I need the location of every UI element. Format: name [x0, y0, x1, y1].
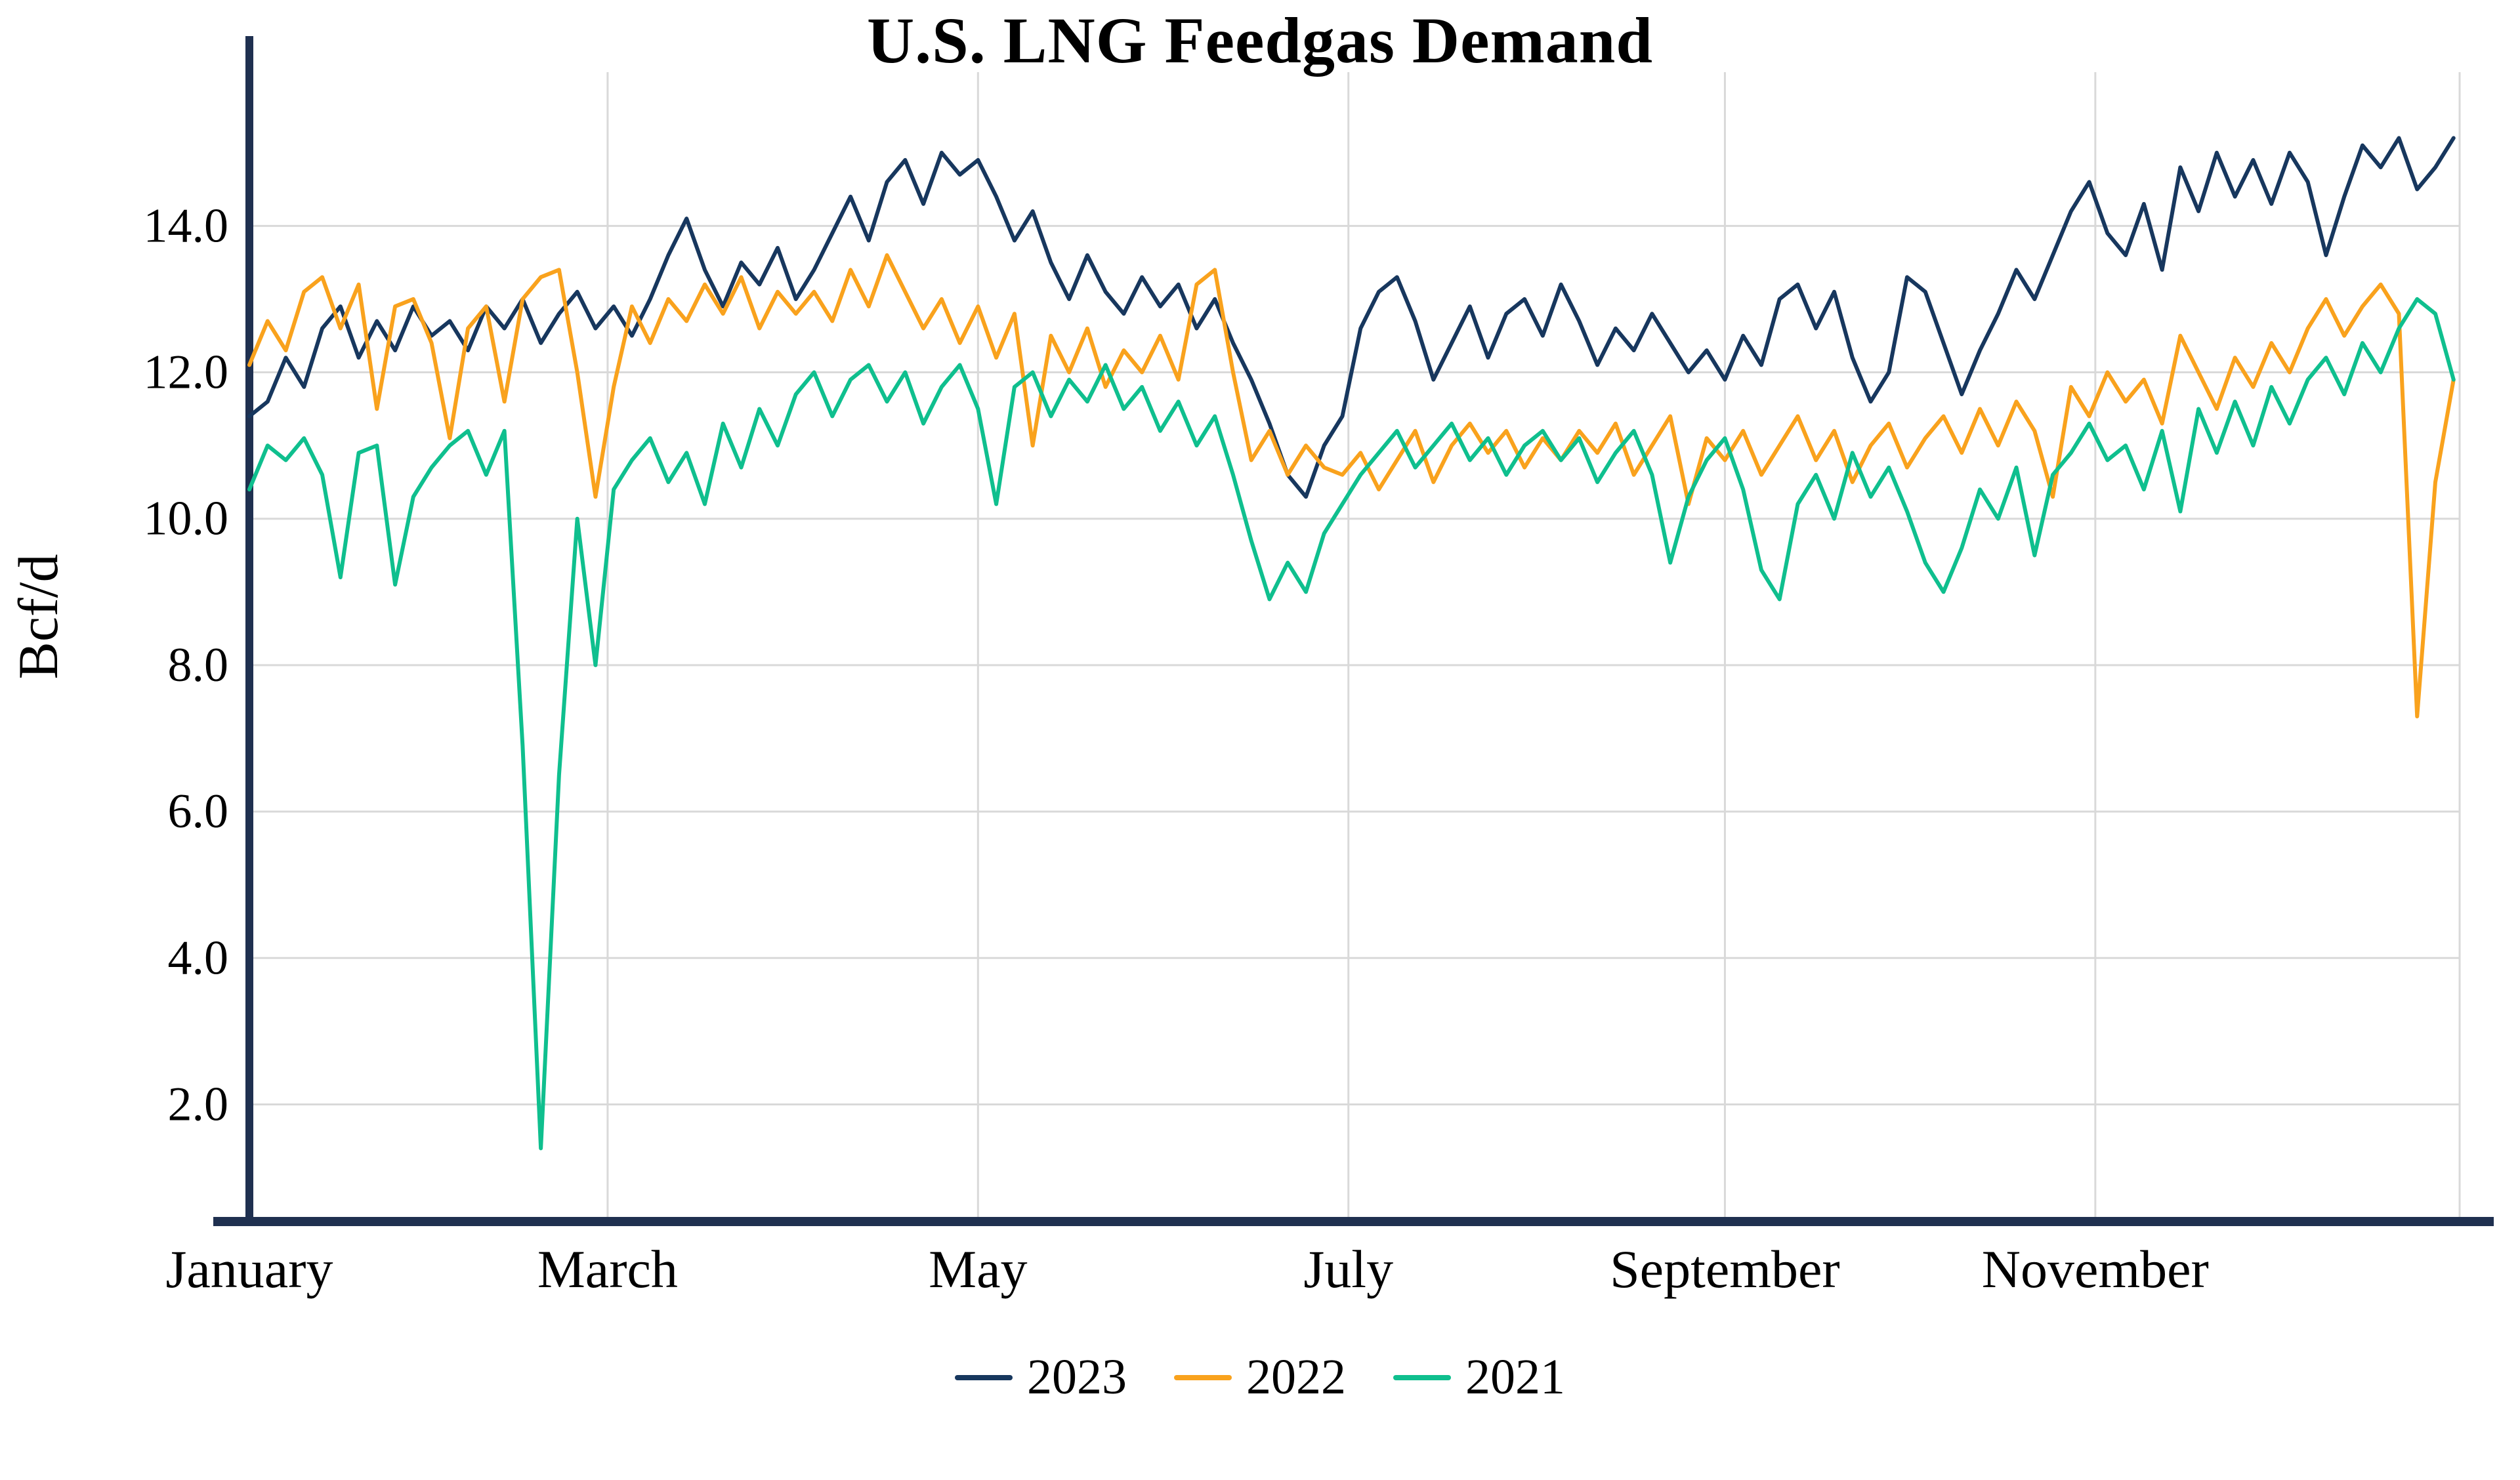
- x-tick-label: September: [1610, 1239, 1840, 1299]
- legend-swatch: [1174, 1374, 1232, 1380]
- series-line-2022: [247, 253, 2456, 719]
- legend-label: 2022: [1246, 1349, 1346, 1405]
- y-tick-label: 8.0: [168, 638, 229, 692]
- y-tick-label: 10.0: [144, 492, 229, 546]
- y-tick-label: 2.0: [168, 1077, 229, 1131]
- x-tick-label: November: [1982, 1239, 2209, 1299]
- legend-swatch: [1393, 1374, 1451, 1380]
- y-tick-label: 12.0: [144, 346, 229, 400]
- x-tick-label: July: [1303, 1239, 1393, 1299]
- legend-label: 2021: [1465, 1349, 1565, 1405]
- y-tick-label: 4.0: [168, 931, 229, 985]
- legend-item-2023: 2023: [955, 1349, 1127, 1406]
- legend-item-2022: 2022: [1174, 1349, 1346, 1406]
- chart-title: U.S. LNG Feedgas Demand: [866, 4, 1654, 77]
- y-tick-label: 6.0: [168, 785, 229, 838]
- legend-item-2021: 2021: [1393, 1349, 1565, 1406]
- series-line-2023: [247, 136, 2456, 499]
- legend-swatch: [955, 1374, 1013, 1380]
- x-tick-label: May: [929, 1239, 1027, 1299]
- legend-label: 2023: [1027, 1349, 1127, 1405]
- chart-legend: 2023 2022 2021: [0, 1349, 2520, 1406]
- x-tick-label: March: [537, 1239, 678, 1299]
- x-tick-label: January: [165, 1239, 333, 1299]
- y-tick-label: 14.0: [144, 199, 229, 253]
- series-line-2021: [247, 297, 2456, 1151]
